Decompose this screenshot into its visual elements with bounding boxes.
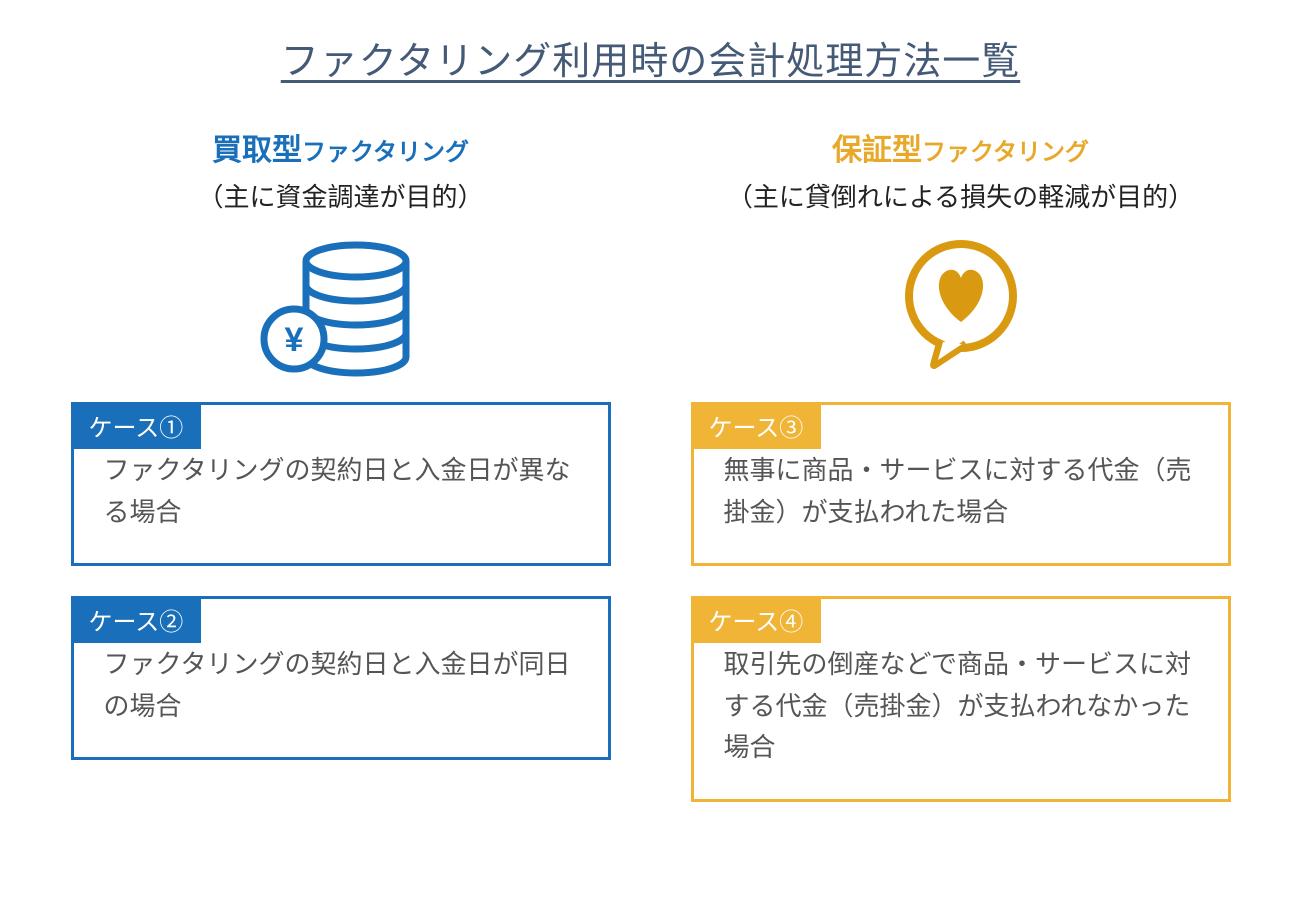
right-heading-sub: ファクタリング (922, 139, 1089, 166)
svg-text:¥: ¥ (284, 321, 303, 359)
case-label-3: ケース③ (691, 402, 822, 449)
right-heading: 保証型ファクタリング (832, 125, 1089, 169)
case-box-3: ケース③ 無事に商品・サービスに対する代金（売掛金）が支払われた場合 (691, 402, 1231, 566)
heart-bubble-icon (886, 232, 1036, 382)
case-label-4: ケース④ (691, 596, 822, 643)
left-column: 買取型ファクタリング （主に資金調達が目的） ¥ (71, 125, 611, 832)
case-box-2: ケース② ファクタリングの契約日と入金日が同日の場合 (71, 596, 611, 760)
yen-coins-icon: ¥ (256, 232, 426, 382)
case-body-4: 取引先の倒産などで商品・サービスに対する代金（売掛金）が支払われなかった場合 (724, 644, 1198, 769)
case-label-2: ケース② (71, 596, 202, 643)
right-column: 保証型ファクタリング （主に貸倒れによる損失の軽減が目的） ケース③ 無事に商品… (691, 125, 1231, 832)
case-box-4: ケース④ 取引先の倒産などで商品・サービスに対する代金（売掛金）が支払われなかっ… (691, 596, 1231, 802)
page-title: ファクタリング利用時の会計処理方法一覧 (60, 30, 1241, 85)
columns-container: 買取型ファクタリング （主に資金調達が目的） ¥ (60, 125, 1241, 832)
left-heading-sub: ファクタリング (302, 139, 469, 166)
case-box-1: ケース① ファクタリングの契約日と入金日が異なる場合 (71, 402, 611, 566)
right-subtitle: （主に貸倒れによる損失の軽減が目的） (727, 177, 1194, 214)
left-subtitle: （主に資金調達が目的） (197, 177, 483, 214)
left-heading: 買取型ファクタリング (212, 125, 469, 169)
case-label-1: ケース① (71, 402, 202, 449)
case-body-1: ファクタリングの契約日と入金日が異なる場合 (104, 450, 578, 533)
left-heading-main: 買取型 (212, 134, 302, 167)
right-heading-main: 保証型 (832, 134, 922, 167)
case-body-3: 無事に商品・サービスに対する代金（売掛金）が支払われた場合 (724, 450, 1198, 533)
case-body-2: ファクタリングの契約日と入金日が同日の場合 (104, 644, 578, 727)
